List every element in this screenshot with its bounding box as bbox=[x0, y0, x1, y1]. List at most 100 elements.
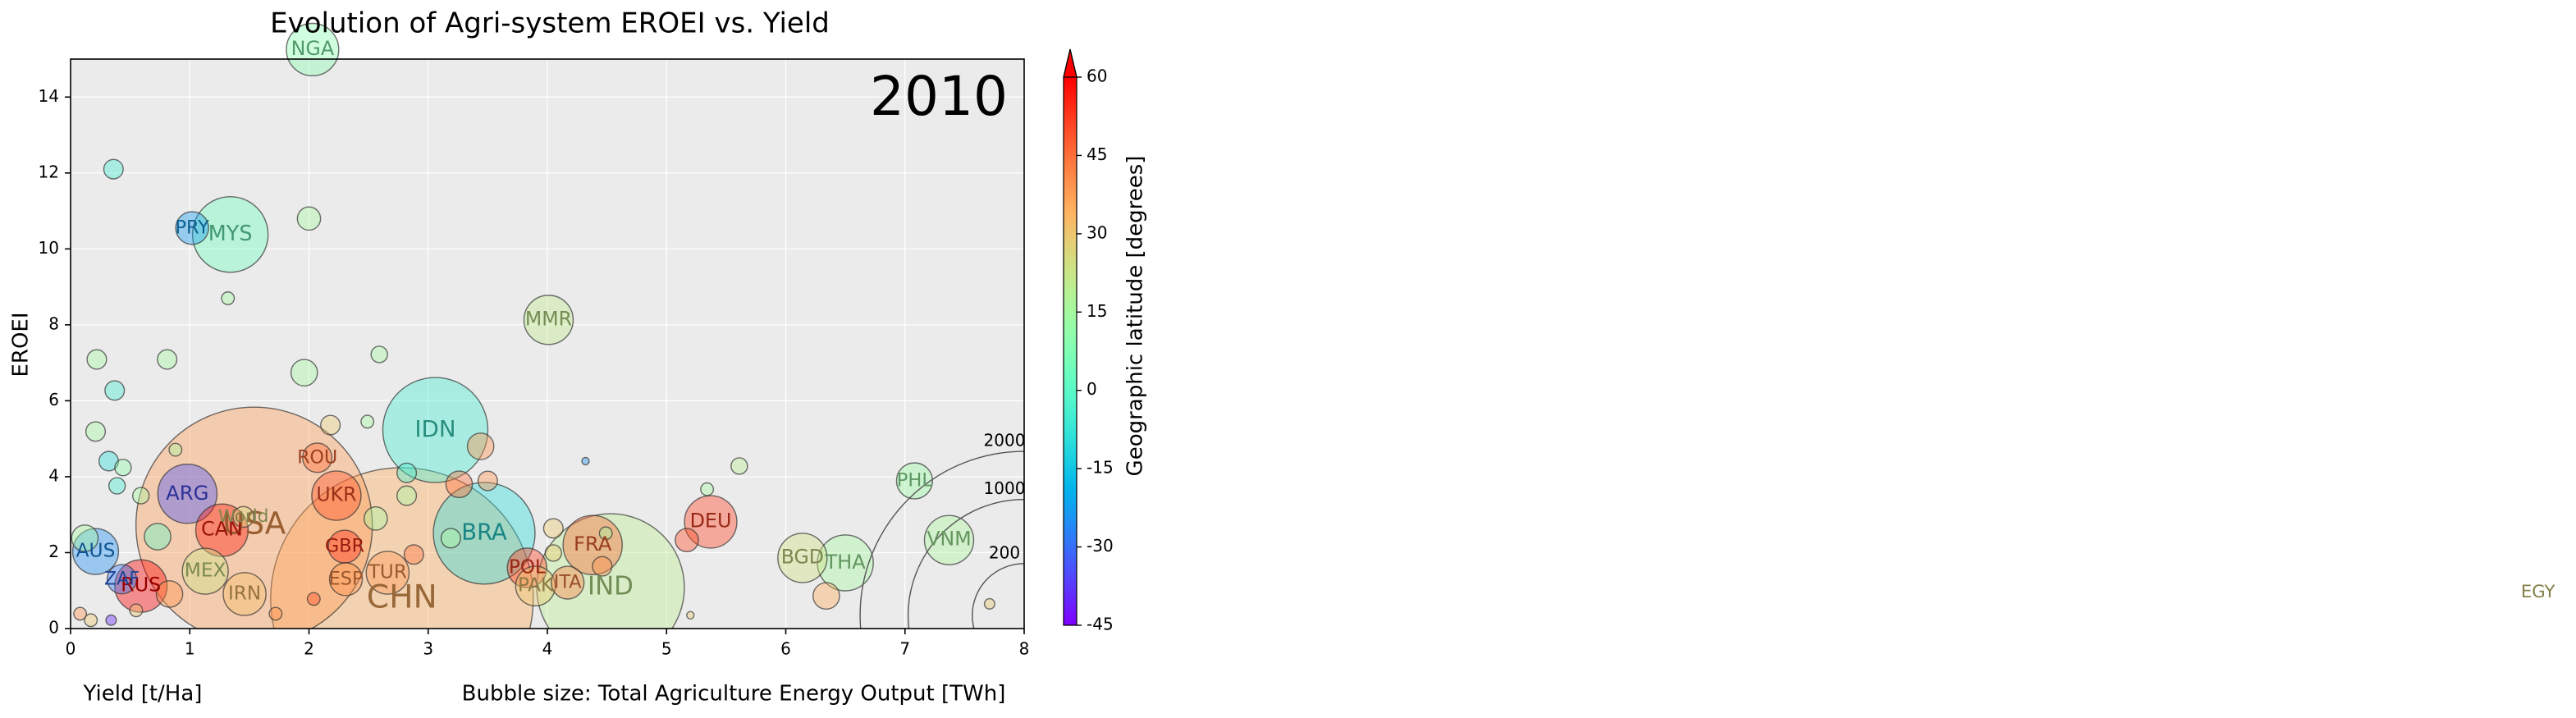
y-tick-label: 6 bbox=[48, 390, 59, 409]
y-tick-label: 14 bbox=[39, 86, 59, 106]
bubble bbox=[103, 158, 124, 180]
bubble bbox=[592, 556, 613, 577]
bubble bbox=[445, 470, 474, 499]
bubble bbox=[562, 514, 623, 575]
bubble-label: TUR bbox=[368, 561, 407, 583]
bubble-label: IND bbox=[588, 572, 634, 601]
size-legend-circle bbox=[907, 498, 1024, 629]
colorbar-extend bbox=[1063, 48, 1078, 78]
bubble-label: IDN bbox=[414, 415, 455, 442]
bubble bbox=[108, 477, 126, 495]
bubble bbox=[382, 377, 489, 483]
bubble bbox=[440, 528, 461, 549]
bubble-label: ITA bbox=[554, 572, 583, 593]
bubble-labels: CHN USA IND IDN BRA MYS FRA ARG THA NGA CAN DEU RUS M… bbox=[76, 37, 2555, 615]
bubble bbox=[157, 349, 178, 370]
y-tick-label: 8 bbox=[48, 313, 59, 333]
year-label: 2010 bbox=[870, 65, 1008, 128]
size-legend-circle bbox=[972, 563, 1024, 629]
bubble-label: UKR bbox=[316, 483, 356, 506]
bubble bbox=[403, 544, 424, 565]
bubble bbox=[581, 456, 590, 466]
bubble-label: PAK bbox=[518, 575, 554, 597]
bubble bbox=[114, 559, 168, 613]
x-tick-label: 3 bbox=[423, 639, 433, 659]
bubble bbox=[270, 467, 534, 629]
bubble bbox=[105, 614, 117, 626]
bubble bbox=[686, 611, 695, 620]
colorbar-ramp bbox=[1064, 77, 1077, 625]
bubble bbox=[542, 518, 564, 539]
colorbar-tick-label: 15 bbox=[1087, 301, 1107, 321]
bubble bbox=[71, 524, 99, 552]
bubble bbox=[466, 432, 495, 460]
bubble-label: CAN bbox=[201, 518, 243, 541]
bubble-label: NGA bbox=[291, 37, 335, 60]
bubble bbox=[812, 582, 840, 611]
bubble-label: PHL bbox=[897, 470, 933, 492]
colorbar-tick-label: -30 bbox=[1087, 536, 1114, 556]
bubble-label: AUS bbox=[76, 540, 116, 562]
bubble-label: BRA bbox=[461, 519, 507, 545]
bubble bbox=[104, 380, 126, 401]
bubble-label: PRY bbox=[175, 217, 209, 238]
bubble bbox=[983, 597, 995, 610]
x-tick-label: 1 bbox=[185, 639, 195, 659]
bubble bbox=[515, 565, 556, 606]
colorbar: -45 -30 -15 0 15 30 45 60 bbox=[1063, 48, 1114, 634]
bubble bbox=[222, 572, 267, 616]
bubble-label: MMR bbox=[525, 307, 572, 330]
bubble bbox=[320, 414, 341, 436]
bubble bbox=[364, 505, 388, 531]
y-axis-label: EROEI bbox=[9, 312, 34, 377]
bubble bbox=[777, 533, 828, 583]
bubble bbox=[700, 482, 715, 496]
bubble bbox=[155, 580, 184, 608]
colorbar-tick-label: -45 bbox=[1087, 615, 1114, 634]
bubble bbox=[73, 606, 88, 621]
bubble-label: World bbox=[218, 506, 269, 527]
bubble bbox=[296, 206, 322, 231]
bubble-label: ZAF bbox=[104, 568, 140, 589]
bubble bbox=[598, 526, 613, 541]
x-tick-label: 2 bbox=[304, 639, 314, 659]
bubble bbox=[157, 464, 218, 524]
y-tick-label: 4 bbox=[48, 465, 59, 485]
y-tick-label: 12 bbox=[39, 162, 59, 181]
bubble bbox=[675, 528, 699, 553]
colorbar-label: Geographic latitude [degrees] bbox=[1123, 156, 1148, 477]
bubble bbox=[370, 345, 388, 364]
bubble bbox=[923, 514, 975, 565]
bubble bbox=[232, 505, 254, 528]
bubble bbox=[286, 22, 340, 77]
colorbar-tick-label: 30 bbox=[1087, 222, 1107, 242]
bubble bbox=[311, 470, 362, 521]
bubble-label: IRN bbox=[228, 583, 261, 604]
colorbar-tick-label: 60 bbox=[1087, 66, 1107, 86]
bubble bbox=[396, 462, 418, 483]
bubble bbox=[71, 528, 120, 575]
bubbles bbox=[71, 22, 995, 629]
bubble-label: FRA bbox=[574, 532, 612, 556]
colorbar-tick-label: 45 bbox=[1087, 144, 1107, 164]
bubble bbox=[544, 544, 562, 562]
x-tick-label: 6 bbox=[780, 639, 791, 659]
bubble bbox=[396, 485, 418, 506]
x-tick-label: 5 bbox=[661, 639, 672, 659]
bubble bbox=[191, 196, 269, 273]
x-tick-label: 0 bbox=[66, 639, 76, 659]
bubble-label: EGY bbox=[2521, 581, 2555, 601]
bubble-label: POL bbox=[509, 556, 546, 578]
bubble-label: ROU bbox=[297, 446, 337, 468]
bubble bbox=[328, 562, 364, 597]
bubble bbox=[175, 211, 209, 245]
bubble bbox=[895, 462, 933, 500]
x-tick-label: 4 bbox=[542, 639, 553, 659]
bubble-label: RUS bbox=[121, 574, 161, 597]
bubble bbox=[86, 349, 108, 370]
bubble bbox=[730, 457, 748, 475]
bubble bbox=[268, 606, 283, 621]
bubble bbox=[477, 470, 498, 492]
